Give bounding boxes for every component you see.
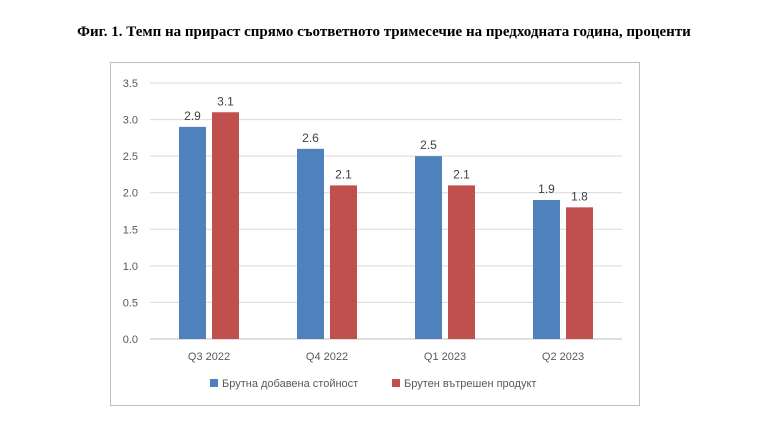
bar xyxy=(179,126,206,339)
y-tick-label: 3.5 xyxy=(123,78,138,90)
x-tick-label: Q3 2022 xyxy=(188,351,230,363)
legend-swatch xyxy=(210,379,218,387)
y-tick-label: 2.5 xyxy=(123,151,138,163)
data-label: 1.9 xyxy=(538,182,555,196)
y-tick-label: 2.0 xyxy=(123,188,138,200)
data-label: 2.1 xyxy=(453,167,470,181)
bar xyxy=(448,185,475,339)
x-tick-label: Q2 2023 xyxy=(542,351,584,363)
y-tick-label: 0.5 xyxy=(123,297,138,309)
bar xyxy=(415,156,442,339)
y-tick-label: 1.0 xyxy=(123,261,138,273)
bar xyxy=(330,185,357,339)
figure-title: Фиг. 1. Темп на прираст спрямо съответно… xyxy=(77,24,691,40)
data-label: 2.1 xyxy=(335,167,352,181)
data-label: 3.1 xyxy=(217,94,234,108)
x-tick-label: Q1 2023 xyxy=(424,351,466,363)
bar xyxy=(533,200,560,339)
data-label: 2.5 xyxy=(420,138,437,152)
y-tick-label: 0.0 xyxy=(123,334,138,346)
data-label: 1.8 xyxy=(571,189,588,203)
data-label: 2.9 xyxy=(184,109,201,123)
x-tick-label: Q4 2022 xyxy=(306,351,348,363)
y-tick-label: 1.5 xyxy=(123,224,138,236)
bar xyxy=(297,148,324,339)
legend-label: Брутен вътрешен продукт xyxy=(404,378,536,390)
legend-label: Брутна добавена стойност xyxy=(222,378,358,390)
y-tick-label: 3.0 xyxy=(123,115,138,127)
bar xyxy=(566,207,593,339)
data-label: 2.6 xyxy=(302,131,319,145)
legend-swatch xyxy=(392,379,400,387)
bar xyxy=(212,112,239,339)
